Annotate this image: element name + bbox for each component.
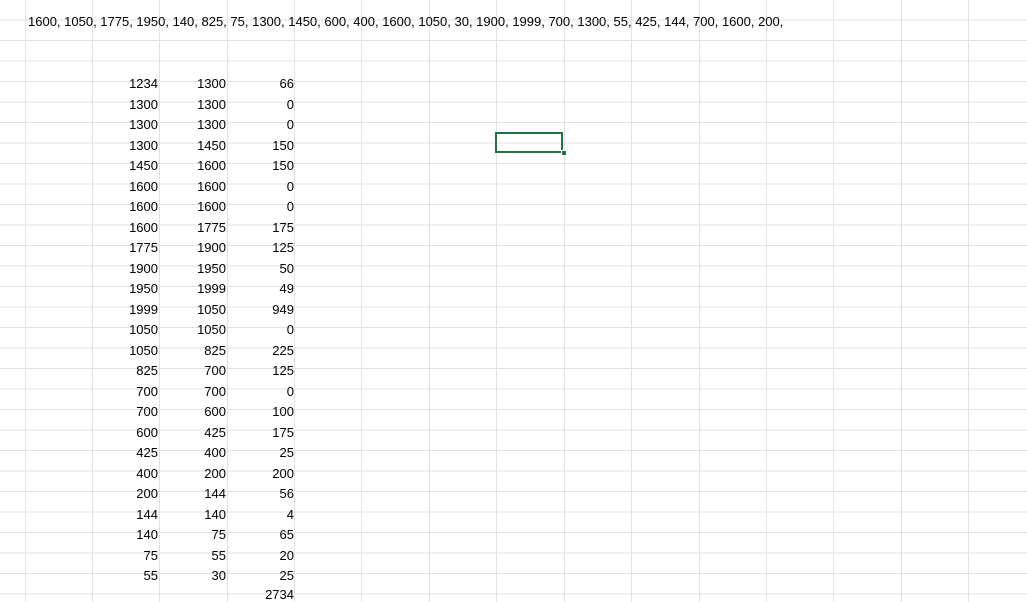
difference-cell[interactable]: 25 (279, 568, 294, 583)
value-cell-a[interactable]: 700 (136, 404, 158, 419)
value-cell-a[interactable]: 1450 (129, 158, 158, 173)
value-cell-b[interactable]: 1950 (197, 260, 226, 276)
grid-line (901, 0, 902, 602)
difference-cell[interactable]: 125 (272, 363, 294, 378)
grid-line (968, 0, 969, 602)
value-cell-a[interactable]: 1900 (129, 260, 158, 276)
value-cell-b[interactable]: 700 (204, 363, 226, 378)
difference-cell[interactable]: 0 (286, 96, 294, 112)
value-cell-b[interactable]: 1600 (197, 199, 226, 214)
grid-line (631, 0, 632, 602)
value-cell-b[interactable]: 200 (204, 465, 226, 481)
difference-cell[interactable]: 0 (286, 199, 294, 214)
value-cell-b[interactable]: 1999 (197, 281, 226, 296)
value-cell-a[interactable]: 1600 (129, 219, 158, 235)
total-cell[interactable]: 2734 (265, 587, 294, 602)
difference-cell[interactable]: 20 (279, 547, 294, 563)
value-cell-a[interactable]: 400 (136, 465, 158, 481)
difference-cell[interactable]: 56 (279, 486, 294, 501)
value-cell-a[interactable]: 200 (136, 486, 158, 501)
value-cell-b[interactable]: 1900 (197, 240, 226, 255)
difference-cell[interactable]: 0 (286, 117, 294, 132)
grid-line (25, 0, 26, 602)
difference-cell[interactable]: 175 (272, 424, 294, 440)
value-cell-a[interactable]: 1050 (129, 342, 158, 358)
difference-cell[interactable]: 0 (286, 383, 294, 399)
grid-line (227, 0, 228, 602)
difference-cell[interactable]: 949 (272, 301, 294, 317)
grid-line (766, 0, 767, 602)
fill-handle[interactable] (561, 150, 567, 156)
value-cell-a[interactable]: 1999 (129, 301, 158, 317)
value-cell-b[interactable]: 600 (204, 404, 226, 419)
difference-cell[interactable]: 4 (286, 506, 294, 522)
grid-line (294, 0, 295, 602)
value-cell-b[interactable]: 1450 (197, 137, 226, 153)
value-cell-b[interactable]: 1600 (197, 158, 226, 173)
active-cell-selection[interactable] (495, 132, 563, 153)
value-cell-a[interactable]: 825 (136, 363, 158, 378)
difference-cell[interactable]: 0 (286, 322, 294, 337)
grid-line (564, 0, 565, 602)
difference-cell[interactable]: 150 (272, 158, 294, 173)
value-cell-a[interactable]: 700 (136, 383, 158, 399)
value-cell-b[interactable]: 825 (204, 342, 226, 358)
grid-line (699, 0, 700, 602)
value-cell-a[interactable]: 1950 (129, 281, 158, 296)
value-cell-b[interactable]: 1050 (197, 322, 226, 337)
value-cell-b[interactable]: 1600 (197, 178, 226, 194)
value-cell-a[interactable]: 1300 (129, 137, 158, 153)
value-cell-a[interactable]: 144 (136, 506, 158, 522)
value-cell-a[interactable]: 1300 (129, 117, 158, 132)
value-cell-b[interactable]: 700 (204, 383, 226, 399)
value-cell-a[interactable]: 1600 (129, 199, 158, 214)
header-text-cell[interactable]: 1600, 1050, 1775, 1950, 140, 825, 75, 13… (28, 14, 784, 29)
difference-cell[interactable]: 50 (279, 260, 294, 276)
value-cell-b[interactable]: 55 (211, 547, 226, 563)
value-cell-b[interactable]: 1775 (197, 219, 226, 235)
value-cell-a[interactable]: 1234 (129, 76, 158, 91)
difference-cell[interactable]: 66 (279, 76, 294, 91)
value-cell-a[interactable]: 1775 (129, 240, 158, 255)
value-cell-a[interactable]: 425 (136, 445, 158, 460)
value-cell-b[interactable]: 400 (204, 445, 226, 460)
value-cell-a[interactable]: 1050 (129, 322, 158, 337)
difference-cell[interactable]: 25 (279, 445, 294, 460)
grid-line (92, 0, 93, 602)
value-cell-b[interactable]: 1300 (197, 96, 226, 112)
difference-cell[interactable]: 150 (272, 137, 294, 153)
value-cell-b[interactable]: 425 (204, 424, 226, 440)
value-cell-b[interactable]: 1300 (197, 76, 226, 91)
value-cell-a[interactable]: 140 (136, 527, 158, 542)
value-cell-b[interactable]: 1300 (197, 117, 226, 132)
value-cell-a[interactable]: 55 (143, 568, 158, 583)
value-cell-a[interactable]: 1300 (129, 96, 158, 112)
value-cell-b[interactable]: 75 (211, 527, 226, 542)
difference-cell[interactable]: 175 (272, 219, 294, 235)
value-cell-b[interactable]: 140 (204, 506, 226, 522)
grid-line (496, 0, 497, 602)
grid-line (833, 0, 834, 602)
difference-cell[interactable]: 65 (279, 527, 294, 542)
value-cell-b[interactable]: 30 (211, 568, 226, 583)
value-cell-b[interactable]: 144 (204, 486, 226, 501)
difference-cell[interactable]: 225 (272, 342, 294, 358)
difference-cell[interactable]: 100 (272, 404, 294, 419)
difference-cell[interactable]: 125 (272, 240, 294, 255)
value-cell-a[interactable]: 1600 (129, 178, 158, 194)
grid-line (159, 0, 160, 602)
difference-cell[interactable]: 49 (279, 281, 294, 296)
difference-cell[interactable]: 200 (272, 465, 294, 481)
difference-cell[interactable]: 0 (286, 178, 294, 194)
value-cell-a[interactable]: 75 (143, 547, 158, 563)
grid-line (361, 0, 362, 602)
value-cell-b[interactable]: 1050 (197, 301, 226, 317)
value-cell-a[interactable]: 600 (136, 424, 158, 440)
grid-line (429, 0, 430, 602)
